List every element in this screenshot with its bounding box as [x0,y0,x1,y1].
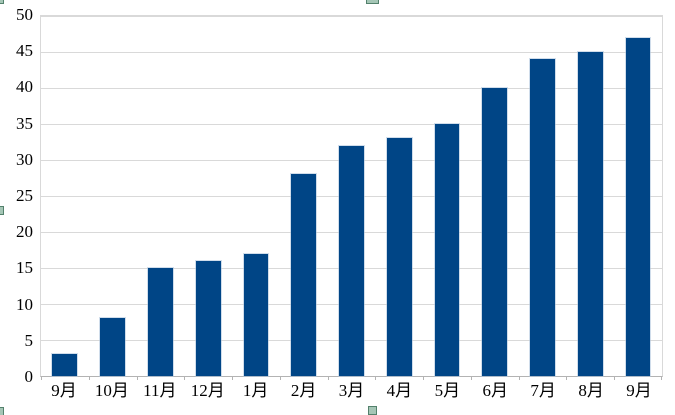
bar-11月-15[interactable] [148,268,173,376]
x-axis-tick [566,376,568,380]
bar-10月-8[interactable] [100,318,126,376]
bar-slot [89,16,137,376]
bar-slot [328,16,376,376]
x-tick-label-1月: 1月 [242,381,269,400]
x-tick-label-6月: 6月 [482,381,509,400]
x-tick-label-5月: 5月 [434,381,461,400]
bar-3月-32[interactable] [339,145,364,376]
bar-slot [41,16,89,376]
bar-slot [423,16,471,376]
x-axis-tick [232,376,234,380]
x-axis-tick [375,376,377,380]
x-axis-tick [327,376,329,380]
x-tick-label-8月: 8月 [578,381,604,400]
plot-area[interactable] [40,15,663,380]
y-tick-label-40: 40 [16,77,33,97]
bar-5月-35[interactable] [434,124,460,376]
x-tick-label-2月: 2月 [290,381,317,400]
bar-12月-16[interactable] [195,260,221,376]
y-tick-label-20: 20 [16,222,33,242]
bar-1月-17[interactable] [243,253,269,376]
selection-handle-left-center[interactable] [0,206,4,215]
x-axis-tick [41,376,42,380]
x-tick-label-3月: 3月 [338,381,365,400]
y-tick-label-35: 35 [16,113,33,133]
x-axis-tick [661,376,662,380]
bar-slot [184,16,232,376]
x-axis-tick [88,376,90,380]
gridline-45 [41,52,662,53]
x-axis-tick [518,376,520,380]
bar-slot [471,16,519,376]
bar-slot [375,16,423,376]
bar-4月-33[interactable] [386,138,412,376]
selection-handle-bottom-center[interactable] [368,406,377,415]
x-tick-label-9月: 9月 [626,381,652,400]
bar-8月-45[interactable] [577,52,603,376]
bar-9月-3[interactable] [52,354,78,376]
x-tick-label-11月: 11月 [143,381,177,400]
bar-slot [232,16,280,376]
bar-slot [280,16,328,376]
selection-handle-top-left[interactable] [0,0,4,4]
y-tick-label-15: 15 [16,258,33,278]
gridline-40 [41,88,662,89]
bar-series [41,16,662,376]
y-tick-label-25: 25 [16,186,33,205]
gridline-35 [41,124,662,125]
gridline-50 [41,16,662,17]
y-tick-label-30: 30 [16,149,33,169]
x-axis-tick [614,376,616,380]
x-axis-tick [423,376,425,380]
x-axis-tick [470,376,472,380]
bar-6月-40[interactable] [482,88,508,376]
bar-9月-47[interactable] [625,37,651,376]
selection-handle-top-center[interactable] [366,0,379,4]
bar-7月-44[interactable] [530,59,555,376]
bar-slot [614,16,662,376]
selection-handle-bottom-left[interactable] [0,407,4,415]
bar-2月-28[interactable] [291,174,317,376]
y-tick-label-5: 5 [24,330,34,350]
x-tick-label-10月: 10月 [94,381,129,400]
x-axis: 9月 10月 11月 12月 1月 2月 3月 4月 5月 6月 7月 8月 9月 [40,381,663,401]
x-tick-label-9月: 9月 [51,381,77,400]
y-tick-label-10: 10 [16,294,33,314]
x-tick-label-12月: 12月 [190,381,225,400]
bar-slot [566,16,614,376]
x-tick-label-4月: 4月 [386,381,413,400]
y-tick-label-45: 45 [16,41,33,61]
bar-slot [137,16,185,376]
x-axis-tick [136,376,138,380]
x-axis-tick [279,376,281,380]
y-tick-label-0: 0 [24,367,34,386]
x-axis-tick [184,376,186,380]
x-tick-label-7月: 7月 [530,381,556,400]
y-tick-label-50: 50 [16,5,33,24]
bar-slot [519,16,567,376]
